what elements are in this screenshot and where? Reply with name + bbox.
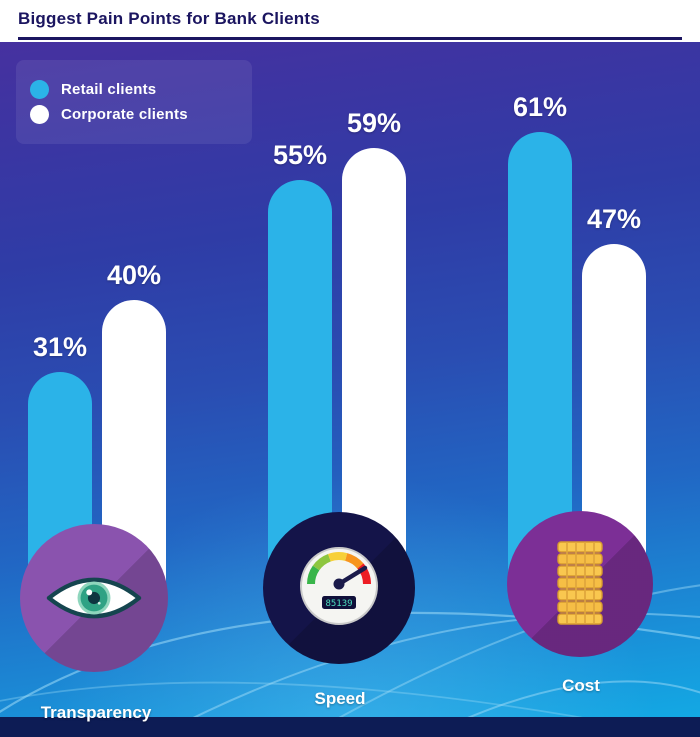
category-label-cost: Cost	[562, 676, 600, 695]
legend-label-corporate: Corporate clients	[61, 106, 188, 123]
legend: Retail clients Corporate clients	[16, 60, 252, 144]
value-label-speed-corporate: 59%	[346, 108, 402, 138]
transparency-icon-circle	[20, 524, 168, 672]
eye-icon	[46, 577, 142, 619]
legend-label-retail: Retail clients	[61, 81, 157, 98]
retail-color-dot	[30, 80, 49, 99]
value-label-transparency-retail: 31%	[32, 332, 88, 362]
category-label-transparency: Transparency	[40, 703, 152, 722]
legend-item-corporate: Corporate clients	[30, 105, 238, 124]
corporate-color-dot	[30, 105, 49, 124]
value-label-cost-corporate: 47%	[586, 204, 642, 234]
title-underline	[18, 37, 682, 40]
value-label-cost-retail: 61%	[512, 92, 568, 122]
legend-item-retail: Retail clients	[30, 80, 238, 99]
speedometer-icon: 85139	[300, 547, 378, 625]
title-bar: Biggest Pain Points for Bank Clients	[0, 0, 700, 42]
value-label-speed-retail: 55%	[272, 140, 328, 170]
page-title: Biggest Pain Points for Bank Clients	[18, 9, 320, 28]
odometer-reading: 85139	[325, 599, 352, 609]
cost-icon-circle	[507, 511, 653, 657]
category-label-speed: Speed	[314, 689, 366, 708]
coins-icon	[557, 541, 603, 625]
speed-icon-circle: 85139	[263, 512, 415, 664]
value-label-transparency-corporate: 40%	[106, 260, 162, 290]
